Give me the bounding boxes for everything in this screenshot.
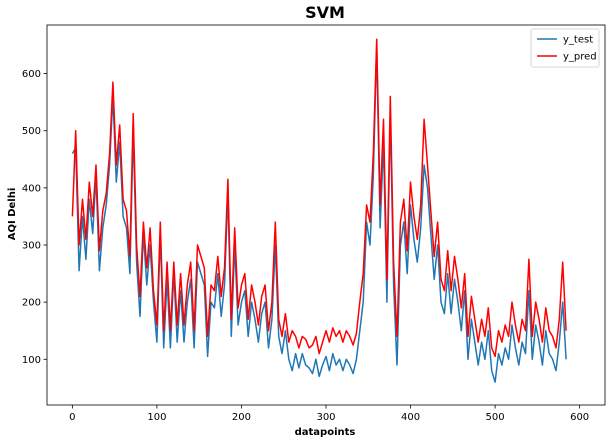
legend-label-y-test: y_test [563,35,593,46]
plot-area [47,25,605,405]
x-tick-label: 400 [401,412,420,423]
y-axis-label: AQI Delhi [7,188,18,241]
x-tick-label: 600 [570,412,589,423]
x-tick-label: 200 [232,412,251,423]
x-tick-label: 100 [147,412,166,423]
x-tick-label: 0 [69,412,75,423]
legend-label-y-pred: y_pred [563,52,597,63]
series-lines [71,38,567,383]
y-tick-label: 600 [22,69,41,80]
x-tick-label: 300 [316,412,335,423]
legend: y_test y_pred [530,28,600,68]
plot-background [47,25,605,405]
series-line-y-test [71,44,567,383]
y-tick-label: 500 [22,126,41,137]
series-line-y-pred [71,38,567,358]
y-tick-label: 200 [22,298,41,309]
x-tick-label: 500 [486,412,505,423]
y-tick-label: 400 [22,183,41,194]
y-tick-label: 300 [22,241,41,252]
chart-title: SVM [305,3,345,22]
y-tick-label: 100 [22,355,41,366]
x-axis-label: datapoints [295,427,356,438]
axes: 0 100 200 300 400 500 600 100 200 300 400 500 600 [22,24,606,423]
